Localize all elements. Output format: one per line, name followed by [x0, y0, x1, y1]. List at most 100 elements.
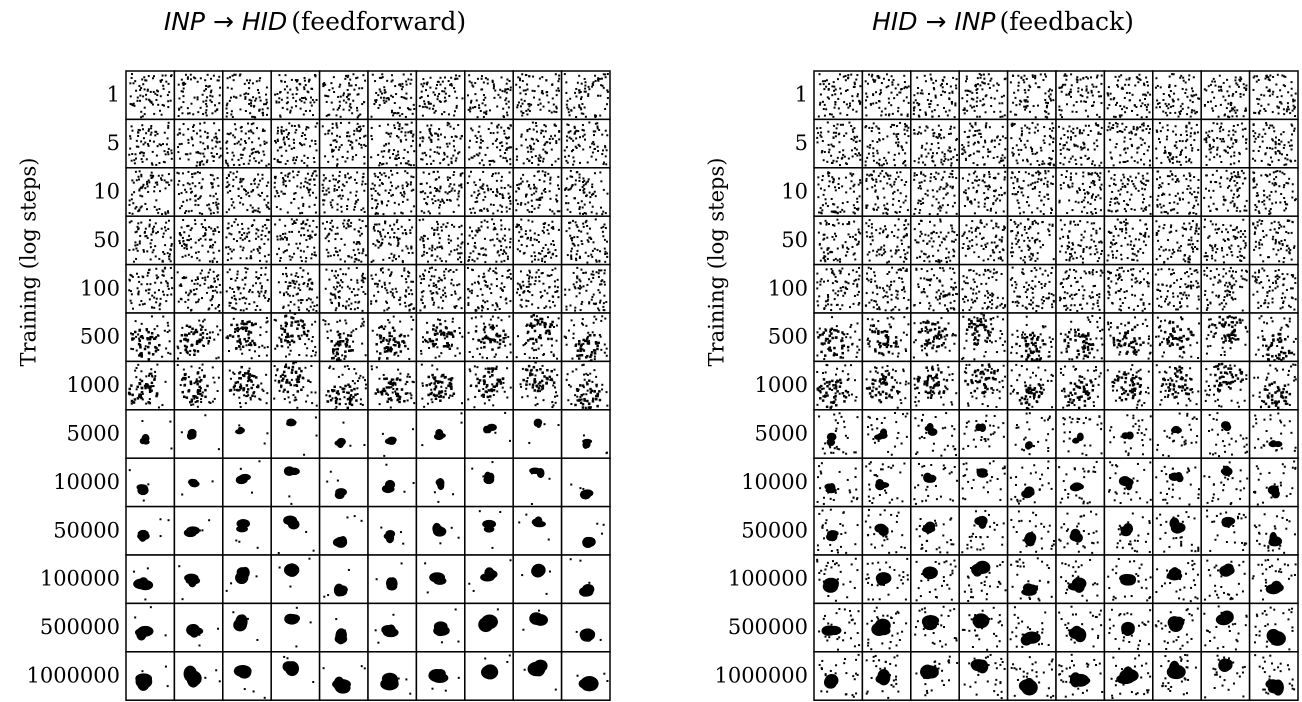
pixel	[190, 382, 193, 385]
pixel	[447, 122, 449, 124]
pixel	[361, 275, 363, 277]
pixel	[338, 296, 340, 298]
pixel	[353, 130, 355, 132]
pixel	[408, 108, 410, 110]
pixel	[206, 204, 208, 206]
pixel	[131, 338, 134, 341]
pixel	[186, 199, 188, 201]
pixel	[362, 176, 364, 178]
pixel	[208, 308, 210, 310]
pixel	[482, 140, 484, 142]
pixel	[335, 146, 337, 148]
pixel	[227, 335, 229, 337]
pixel	[169, 330, 171, 332]
pixel	[179, 242, 181, 244]
pixel	[346, 205, 348, 207]
pixel	[315, 310, 317, 312]
pixel	[376, 223, 378, 225]
pixel	[480, 135, 482, 137]
pixel	[207, 343, 209, 345]
pixel	[493, 83, 495, 85]
pixel	[338, 175, 340, 177]
pixel	[193, 349, 195, 351]
pixel	[575, 137, 577, 139]
pixel	[374, 175, 376, 177]
pixel	[505, 97, 507, 99]
pixel	[352, 159, 354, 161]
pixel	[289, 285, 291, 287]
pixel	[300, 267, 302, 269]
pixel	[259, 282, 261, 284]
pixel	[150, 234, 152, 236]
pixel	[379, 280, 381, 282]
pixel	[542, 170, 544, 172]
pixel	[433, 232, 435, 234]
pixel	[137, 292, 139, 294]
pixel	[218, 304, 220, 306]
pixel	[179, 132, 181, 134]
pixel	[200, 379, 203, 382]
pixel	[509, 146, 511, 148]
pixel	[582, 189, 584, 191]
pixel	[449, 143, 451, 145]
pixel	[461, 233, 463, 235]
pixel	[458, 204, 460, 206]
pixel	[342, 195, 344, 197]
pixel	[159, 110, 161, 112]
pixel	[187, 307, 189, 309]
pixel	[412, 281, 414, 283]
pixel	[421, 191, 423, 193]
pixel	[258, 162, 260, 164]
pixel	[494, 339, 497, 342]
pixel	[204, 148, 206, 150]
pixel	[267, 300, 269, 302]
pixel	[482, 199, 484, 201]
pixel	[438, 93, 440, 95]
pixel	[534, 319, 536, 321]
pixel	[167, 252, 169, 254]
pixel	[255, 160, 257, 162]
pixel	[151, 164, 153, 166]
pixel	[214, 241, 216, 243]
pixel	[242, 279, 244, 281]
pixel	[483, 99, 485, 101]
pixel	[530, 237, 532, 239]
pixel	[194, 223, 196, 225]
pixel	[496, 126, 498, 128]
pixel	[509, 196, 511, 198]
pixel	[502, 238, 504, 240]
pixel	[322, 204, 324, 206]
pixel	[282, 273, 284, 275]
pixel	[200, 398, 202, 400]
pixel	[496, 325, 498, 327]
pixel	[226, 140, 228, 142]
pixel	[274, 380, 276, 382]
pixel	[592, 274, 594, 276]
pixel	[521, 306, 523, 308]
pixel	[548, 330, 551, 333]
pixel	[592, 83, 594, 85]
pixel	[439, 77, 441, 79]
pixel	[549, 182, 551, 184]
pixel	[533, 357, 535, 359]
pixel	[537, 104, 539, 106]
pixel	[578, 104, 580, 106]
pixel	[170, 149, 172, 151]
pixel	[129, 82, 131, 84]
pixel	[431, 297, 433, 299]
pixel	[505, 337, 507, 339]
pixel	[482, 247, 484, 249]
pixel	[482, 300, 484, 302]
pixel	[210, 213, 212, 215]
pixel	[384, 89, 386, 91]
pixel	[218, 129, 220, 131]
pixel	[290, 324, 293, 327]
pixel	[333, 178, 335, 180]
pixel	[483, 254, 485, 256]
pixel	[338, 149, 340, 151]
pixel	[450, 200, 452, 202]
pixel	[599, 95, 601, 97]
pixel	[136, 386, 139, 389]
pixel	[433, 302, 435, 304]
pixel	[288, 353, 290, 355]
